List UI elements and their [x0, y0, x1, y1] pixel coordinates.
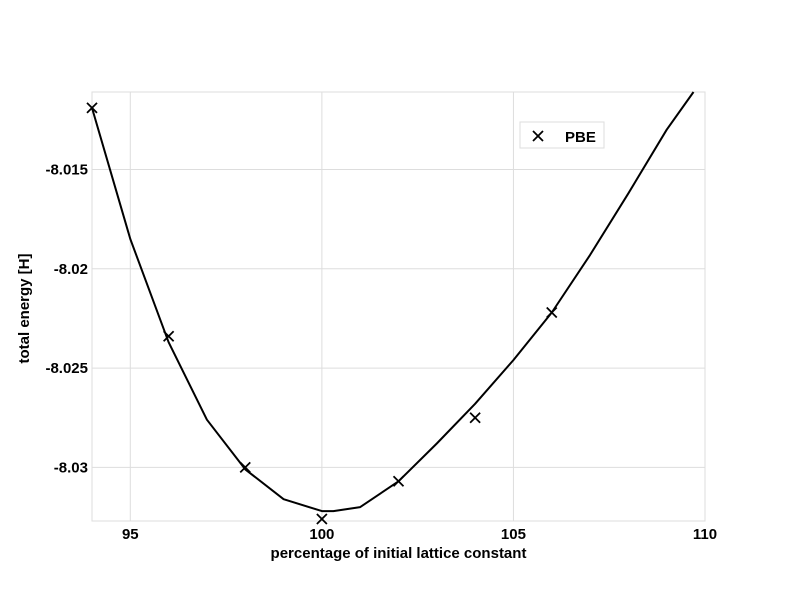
fit-curve-layer: [91, 91, 695, 513]
y-axis-label: total energy [H]: [16, 253, 33, 363]
plot-frame: [91, 91, 706, 522]
legend-marker-x-icon: [532, 130, 544, 142]
data-point: [316, 513, 328, 525]
data-point: [469, 412, 481, 424]
legend: PBE: [519, 121, 605, 149]
x-tick-label: 95: [122, 526, 139, 543]
x-tick-label: 110: [693, 526, 717, 543]
x-axis-ticks: 95 100 105 110: [122, 526, 717, 543]
x-tick-label: 100: [309, 526, 334, 543]
y-tick-label: -8.025: [45, 360, 88, 377]
x-axis-label: percentage of initial lattice constant: [271, 545, 527, 562]
fit-curve: [91, 91, 695, 513]
legend-box: [519, 121, 605, 149]
data-points-layer: [86, 102, 558, 525]
y-tick-label: -8.015: [45, 161, 88, 178]
data-point: [392, 475, 405, 487]
data-point: [546, 306, 558, 319]
legend-label: PBE: [565, 129, 596, 146]
data-point: [239, 461, 251, 474]
y-tick-label: -8.03: [54, 459, 88, 476]
y-axis-ticks: -8.015 -8.02 -8.025 -8.03: [45, 161, 88, 476]
y-tick-label: -8.02: [54, 261, 88, 278]
x-tick-label: 105: [501, 526, 526, 543]
data-point: [162, 330, 175, 342]
data-point: [86, 102, 98, 114]
